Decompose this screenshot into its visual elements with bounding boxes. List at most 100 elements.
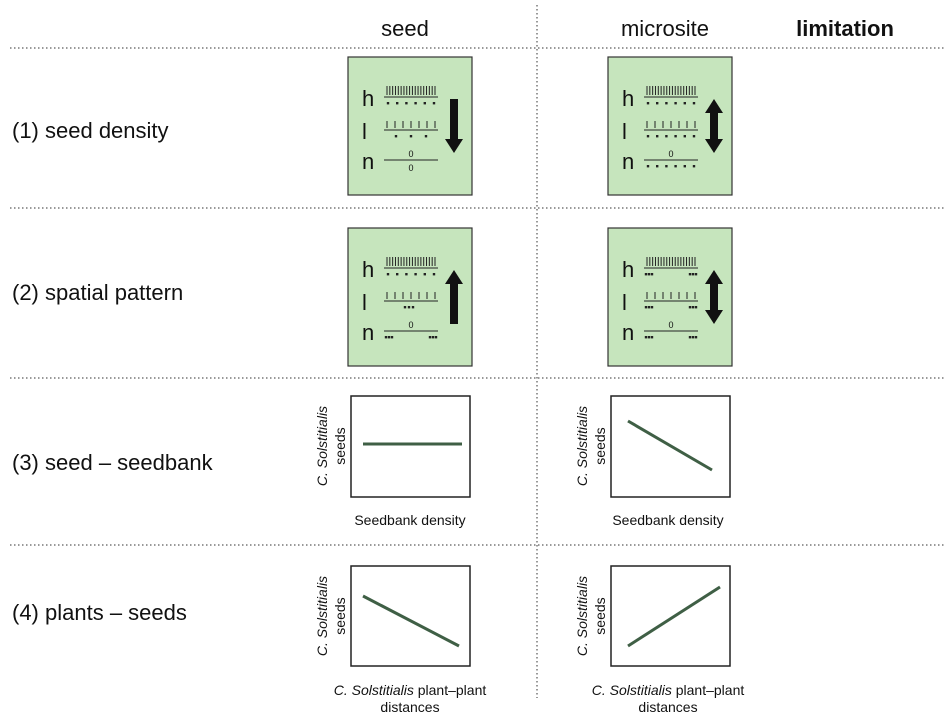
seed-dot: [665, 102, 668, 105]
species-name: C. Solstitialis: [592, 682, 672, 698]
seed-dot: [405, 102, 408, 105]
zero-label: 0: [408, 320, 413, 330]
arrow-head: [705, 139, 723, 153]
y-axis-label: seeds: [332, 597, 348, 634]
level-letter: l: [362, 119, 367, 144]
seed-dot: [647, 306, 651, 309]
x-axis-label: distances: [638, 699, 697, 715]
y-axis-label: C. Solstitialis: [314, 406, 330, 486]
row-label: (1) seed density: [12, 118, 169, 143]
seed-dot: [386, 273, 390, 276]
seed-dot: [683, 165, 686, 168]
seed-dot: [414, 102, 417, 105]
seed-dot: [403, 306, 407, 309]
seed-dot: [394, 135, 398, 138]
level-letter: h: [362, 86, 374, 111]
seed-dot: [411, 306, 415, 309]
seed-dot: [647, 273, 651, 276]
seed-dot: [434, 336, 438, 339]
arrow-head: [705, 270, 723, 284]
column-header: seed: [381, 16, 429, 41]
y-axis-label: C. Solstitialis: [574, 576, 590, 656]
seed-dot: [650, 273, 654, 276]
seed-dot: [644, 336, 648, 339]
row-label: (3) seed – seedbank: [12, 450, 214, 475]
level-letter: h: [622, 257, 634, 282]
seed-dot: [688, 336, 692, 339]
level-letter: l: [362, 290, 367, 315]
arrow-head: [445, 270, 463, 284]
seed-dot: [431, 336, 435, 339]
zero-label: 0: [668, 149, 673, 159]
seed-dot: [647, 336, 651, 339]
row-label: (2) spatial pattern: [12, 280, 183, 305]
x-axis-label-part: plant–plant: [676, 682, 745, 698]
seed-dot: [423, 273, 426, 276]
seed-dot: [650, 306, 654, 309]
seed-dot: [656, 135, 659, 138]
seed-dot: [683, 135, 686, 138]
level-letter: h: [362, 257, 374, 282]
seed-dot: [428, 336, 432, 339]
arrow-head: [445, 139, 463, 153]
graph-frame: [610, 565, 731, 667]
level-letter: n: [622, 149, 634, 174]
x-axis-label-part: plant–plant: [418, 682, 487, 698]
species-name: C. Solstitialis: [334, 682, 414, 698]
seed-dot: [674, 165, 677, 168]
zero-label: 0: [668, 320, 673, 330]
arrow-shaft: [710, 282, 718, 312]
seed-dot: [691, 273, 695, 276]
seed-dot: [384, 336, 388, 339]
seed-dot: [692, 135, 696, 138]
arrow-shaft: [450, 282, 458, 324]
seed-dot: [432, 273, 436, 276]
level-letter: n: [362, 320, 374, 345]
y-axis-label: seeds: [592, 597, 608, 634]
level-letter: l: [622, 119, 627, 144]
seed-dot: [692, 165, 696, 168]
seed-dot: [409, 135, 413, 138]
level-letter: n: [362, 149, 374, 174]
column-header: microsite: [621, 16, 709, 41]
seed-dot: [691, 306, 695, 309]
graph-frame: [350, 395, 471, 498]
seed-dot: [683, 102, 686, 105]
seed-dot: [656, 102, 659, 105]
seed-dot: [423, 102, 426, 105]
x-axis-label: C. Solstitialis plant–plant: [334, 682, 487, 698]
row-label: (4) plants – seeds: [12, 600, 187, 625]
y-axis-label: C. Solstitialis: [574, 406, 590, 486]
seed-dot: [650, 336, 654, 339]
seed-dot: [644, 273, 648, 276]
seed-dot: [674, 135, 677, 138]
zero-label: 0: [408, 149, 413, 159]
seed-dot: [396, 102, 399, 105]
seed-dot: [386, 102, 390, 105]
seed-dot: [414, 273, 417, 276]
seed-dot: [405, 273, 408, 276]
seed-dot: [424, 135, 428, 138]
seed-dot: [390, 336, 394, 339]
seed-dot: [644, 306, 648, 309]
y-axis-label: seeds: [592, 427, 608, 464]
seed-dot: [691, 336, 695, 339]
zero-label: 0: [408, 163, 413, 173]
y-axis-label: C. Solstitialis: [314, 576, 330, 656]
seed-dot: [694, 306, 698, 309]
level-letter: n: [622, 320, 634, 345]
level-letter: l: [622, 290, 627, 315]
seed-dot: [688, 306, 692, 309]
trend-line: [627, 585, 721, 648]
arrow-shaft: [450, 99, 458, 141]
seed-dot: [646, 165, 650, 168]
seed-dot: [688, 273, 692, 276]
seed-dot: [665, 165, 668, 168]
limitation-header: limitation: [796, 16, 894, 41]
x-axis-label: C. Solstitialis plant–plant: [592, 682, 745, 698]
arrow-head: [705, 310, 723, 324]
graph-frame: [350, 565, 471, 667]
x-axis-label: Seedbank density: [612, 512, 723, 528]
level-letter: h: [622, 86, 634, 111]
